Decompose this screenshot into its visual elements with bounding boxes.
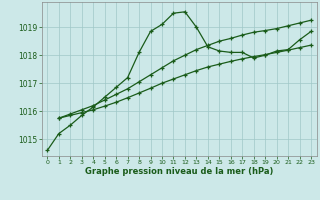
- X-axis label: Graphe pression niveau de la mer (hPa): Graphe pression niveau de la mer (hPa): [85, 167, 273, 176]
